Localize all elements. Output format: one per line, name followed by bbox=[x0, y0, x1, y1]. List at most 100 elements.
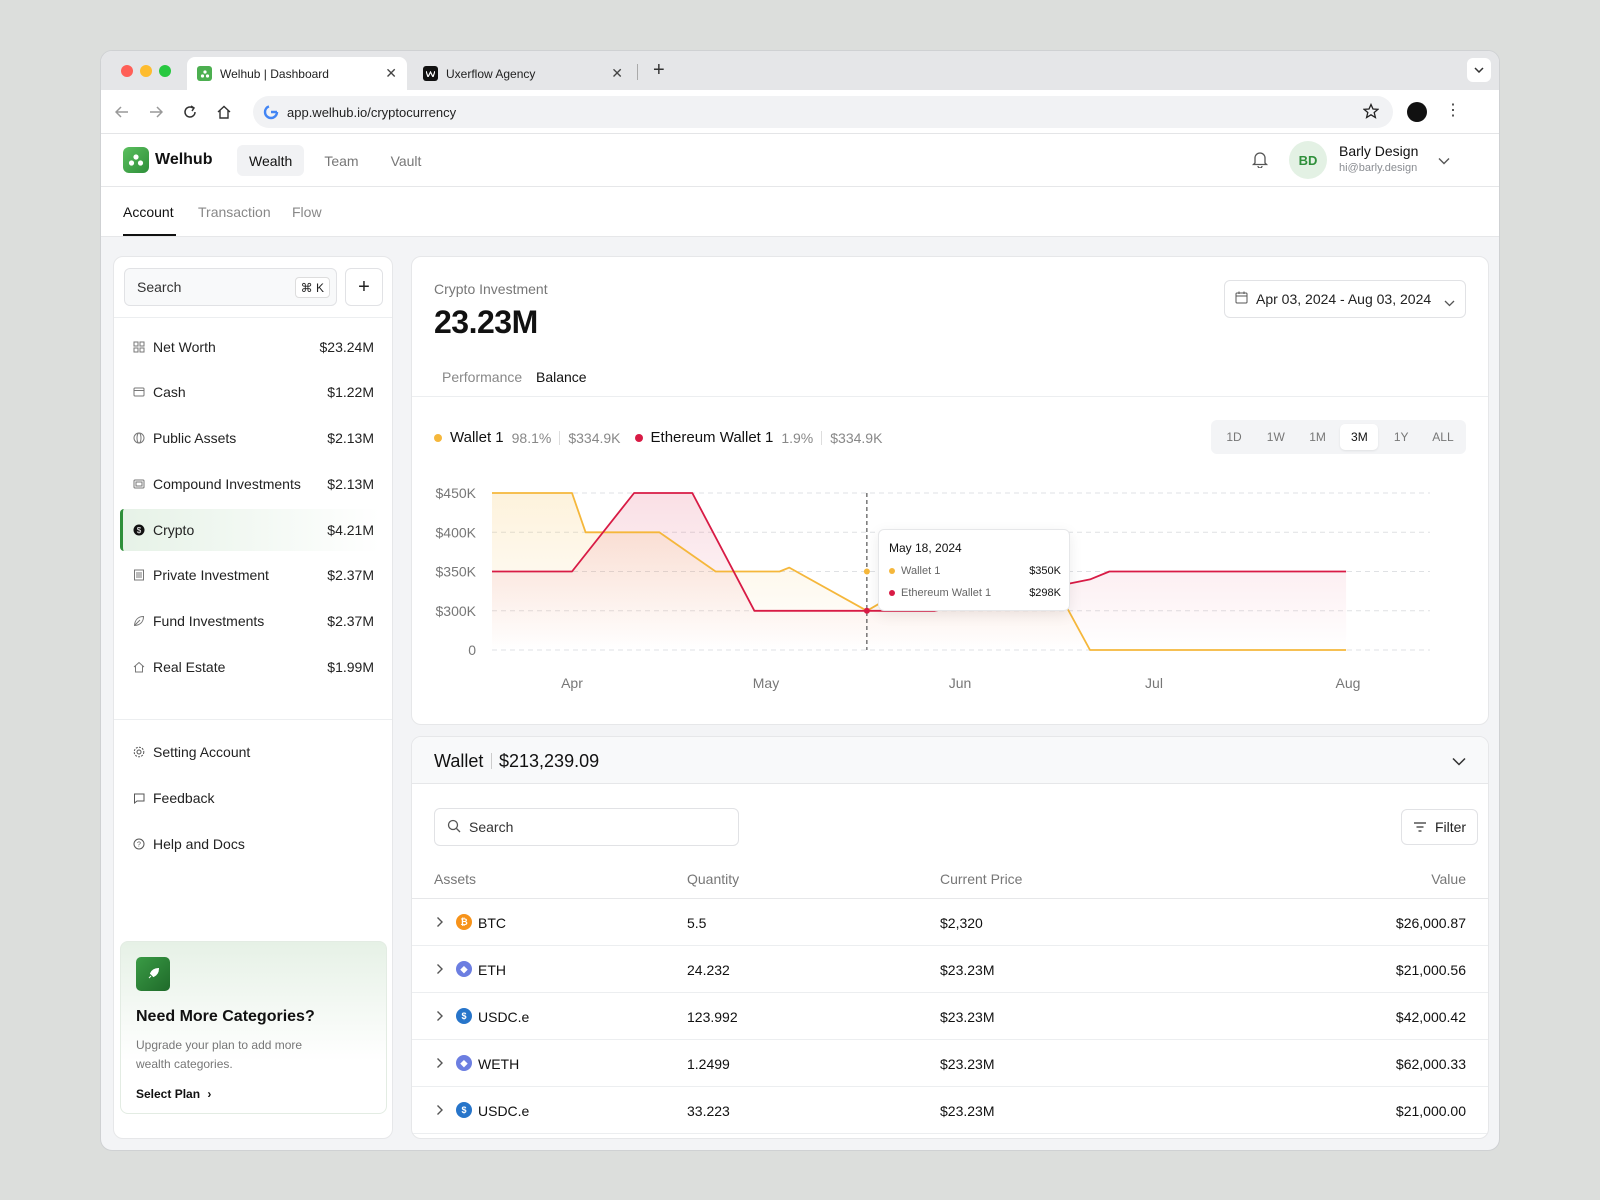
y-tick-label: $400K bbox=[436, 524, 477, 540]
address-bar[interactable]: app.welhub.io/cryptocurrency bbox=[253, 96, 1393, 128]
user-info[interactable]: Barly Design hi@barly.design bbox=[1339, 143, 1418, 174]
asset-quantity: 33.223 bbox=[687, 1103, 730, 1119]
globe-icon bbox=[132, 431, 146, 445]
tab-transaction[interactable]: Transaction bbox=[198, 204, 271, 220]
filter-button[interactable]: Filter bbox=[1401, 809, 1478, 845]
chevron-right-icon[interactable] bbox=[436, 915, 444, 931]
close-window-button[interactable] bbox=[121, 65, 133, 77]
filter-icon bbox=[1413, 819, 1427, 835]
tooltip-dot bbox=[889, 590, 895, 596]
select-plan-label: Select Plan bbox=[136, 1087, 201, 1101]
main-nav: Wealth Team Vault bbox=[237, 145, 433, 176]
avatar[interactable]: BD bbox=[1289, 141, 1327, 179]
tab-search-button[interactable] bbox=[1467, 58, 1491, 82]
tab-performance[interactable]: Performance bbox=[442, 369, 523, 385]
sidebar-item-feedback[interactable]: Feedback bbox=[120, 777, 380, 819]
nav-vault[interactable]: Vault bbox=[390, 152, 422, 169]
range-all[interactable]: ALL bbox=[1432, 430, 1454, 444]
sidebar-item-real-estate[interactable]: Real Estate $1.99M bbox=[120, 646, 380, 688]
reload-button[interactable] bbox=[180, 102, 200, 122]
chevron-right-icon[interactable] bbox=[436, 962, 444, 978]
sidebar-item-fund-investments[interactable]: Fund Investments $2.37M bbox=[120, 600, 380, 642]
reload-icon bbox=[184, 105, 196, 118]
date-range-picker[interactable]: Apr 03, 2024 - Aug 03, 2024 bbox=[1224, 280, 1466, 318]
sidebar-item-setting-account[interactable]: Setting Account bbox=[120, 731, 380, 773]
table-row[interactable]: $ USDC.e 33.223 $23.23M $21,000.00 bbox=[412, 1087, 1488, 1134]
browser-tab-uxerflow[interactable]: Uxerflow Agency ✕ bbox=[413, 57, 633, 90]
bookmark-star-icon[interactable] bbox=[1362, 102, 1380, 122]
sidebar-item-crypto[interactable]: $ Crypto $4.21M bbox=[120, 509, 380, 551]
column-header-quantity[interactable]: Quantity bbox=[687, 871, 740, 887]
brand-logo[interactable]: Welhub bbox=[123, 147, 212, 173]
divider bbox=[412, 396, 1488, 397]
balance-line-chart[interactable]: $450K $400K $350K $300K 0 Apr May Jun Jul Aug bbox=[412, 467, 1488, 712]
wallet-header[interactable]: Wallet $213,239.09 bbox=[412, 737, 1488, 784]
add-category-button[interactable]: + bbox=[345, 268, 383, 306]
investment-label: Crypto Investment bbox=[434, 281, 548, 297]
column-header-current-price[interactable]: Current Price bbox=[940, 871, 1023, 887]
filter-label: Filter bbox=[1434, 819, 1467, 835]
sidebar-item-label: Setting Account bbox=[153, 744, 251, 760]
leaf-icon bbox=[132, 614, 146, 628]
table-row[interactable]: ◆ WETH 1.2499 $23.23M $62,000.33 bbox=[412, 1040, 1488, 1087]
chevron-right-icon[interactable] bbox=[436, 1009, 444, 1025]
table-row[interactable]: ◆ ETH 24.232 $23.23M $21,000.56 bbox=[412, 946, 1488, 993]
nav-team[interactable]: Team bbox=[324, 152, 359, 169]
tab-title: Uxerflow Agency bbox=[446, 66, 536, 81]
nav-wealth[interactable]: Wealth bbox=[237, 145, 305, 176]
new-tab-button[interactable]: + bbox=[653, 59, 665, 81]
asset-quantity: 123.992 bbox=[687, 1009, 738, 1025]
range-1w[interactable]: 1W bbox=[1266, 430, 1285, 444]
range-1d[interactable]: 1D bbox=[1226, 430, 1242, 444]
sidebar-item-private-investment[interactable]: Private Investment $2.37M bbox=[120, 554, 380, 596]
close-tab-icon[interactable]: ✕ bbox=[611, 65, 623, 81]
user-name: Barly Design bbox=[1339, 143, 1419, 159]
notification-bell-icon[interactable] bbox=[1251, 150, 1269, 173]
crypto-icon: $ bbox=[132, 523, 146, 537]
asset-value: $26,000.87 bbox=[1395, 915, 1466, 931]
back-button[interactable] bbox=[112, 102, 132, 122]
maximize-window-button[interactable] bbox=[159, 65, 171, 77]
tab-account[interactable]: Account bbox=[123, 204, 174, 220]
tab-title: Welhub | Dashboard bbox=[220, 66, 329, 81]
chevron-right-icon[interactable] bbox=[436, 1103, 444, 1119]
column-header-assets[interactable]: Assets bbox=[434, 871, 477, 887]
more-menu-icon[interactable]: ⋮ bbox=[1445, 102, 1461, 119]
table-row[interactable]: $ USDC.e 123.992 $23.23M $42,000.42 bbox=[412, 993, 1488, 1040]
sidebar-item-net-worth[interactable]: Net Worth $23.24M bbox=[120, 326, 380, 368]
browser-tab-welhub[interactable]: Welhub | Dashboard ✕ bbox=[187, 57, 407, 90]
close-tab-icon[interactable]: ✕ bbox=[385, 65, 397, 81]
user-menu-chevron-down-icon[interactable] bbox=[1438, 152, 1450, 170]
sidebar-item-compound-investments[interactable]: Compound Investments $2.13M bbox=[120, 463, 380, 505]
investment-value: 23.23M bbox=[434, 304, 538, 340]
wallet-search-input[interactable]: Search bbox=[434, 808, 739, 846]
tab-flow[interactable]: Flow bbox=[292, 204, 322, 220]
legend-name: Ethereum Wallet 1 bbox=[650, 429, 774, 446]
sidebar-search-input[interactable]: Search ⌘ K bbox=[124, 268, 337, 306]
legend-pct: 1.9% bbox=[781, 429, 814, 446]
sidebar-item-help-and-docs[interactable]: ? Help and Docs bbox=[120, 823, 380, 865]
column-header-value[interactable]: Value bbox=[1431, 871, 1466, 887]
asset-quantity: 24.232 bbox=[687, 962, 730, 978]
table-row[interactable]: ₿ BTC 5.5 $2,320 $26,000.87 bbox=[412, 899, 1488, 946]
legend-pct: 98.1% bbox=[511, 429, 552, 446]
sidebar-item-public-assets[interactable]: Public Assets $2.13M bbox=[120, 417, 380, 459]
range-1m[interactable]: 1M bbox=[1309, 430, 1326, 444]
sidebar-item-value: $2.37M bbox=[327, 567, 374, 583]
range-1y[interactable]: 1Y bbox=[1393, 430, 1409, 444]
collapse-chevron-down-icon[interactable] bbox=[1452, 753, 1466, 771]
home-button[interactable] bbox=[214, 102, 234, 122]
sidebar-item-cash[interactable]: Cash $1.22M bbox=[120, 371, 380, 413]
date-range-text: Apr 03, 2024 - Aug 03, 2024 bbox=[1256, 291, 1432, 307]
select-plan-link[interactable]: Select Plan › bbox=[136, 1087, 211, 1101]
legend-amount: $334.9K bbox=[830, 429, 883, 446]
profile-extension-icon[interactable] bbox=[1407, 102, 1427, 122]
range-3m[interactable]: 3M bbox=[1340, 424, 1379, 450]
forward-button[interactable] bbox=[146, 102, 166, 122]
asset-quantity: 1.2499 bbox=[687, 1056, 730, 1072]
chevron-right-icon[interactable] bbox=[436, 1056, 444, 1072]
sidebar-item-value: $2.37M bbox=[327, 613, 374, 629]
sidebar-item-value: $2.13M bbox=[327, 476, 374, 492]
tab-balance[interactable]: Balance bbox=[536, 369, 587, 385]
minimize-window-button[interactable] bbox=[140, 65, 152, 77]
